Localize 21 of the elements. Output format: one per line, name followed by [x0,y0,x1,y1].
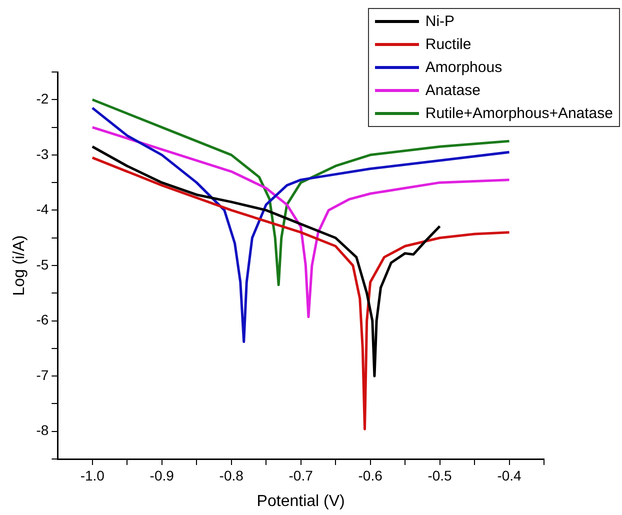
x-tick-label: -0.9 [150,467,174,484]
legend-label: Amorphous [425,59,502,76]
y-tick-label: -5 [36,256,49,272]
y-tick-label: -7 [36,366,49,383]
y-axis-title: Log (i/A) [11,235,28,296]
y-tick-label: -3 [36,146,49,162]
y-tick-label: -6 [36,312,49,328]
x-axis-title: Potential (V) [256,492,345,510]
x-tick-label: -0.7 [288,467,314,484]
x-tick-label: -0.5 [428,467,452,484]
legend-label: Ni-P [425,13,455,30]
x-tick-label: -0.6 [358,467,383,484]
y-tick-label: -2 [36,90,49,106]
legend-label: Rutile+Amorphous+Anatase [425,105,613,122]
x-tick-label: -0.8 [219,467,244,484]
x-tick-label: -1.0 [80,467,105,484]
legend-label: Ructile [425,36,472,53]
y-tick-label: -4 [36,201,49,218]
y-tick-label: -8 [36,422,49,438]
x-tick-label: -0.4 [497,467,522,484]
legend-label: Anatase [425,82,480,99]
